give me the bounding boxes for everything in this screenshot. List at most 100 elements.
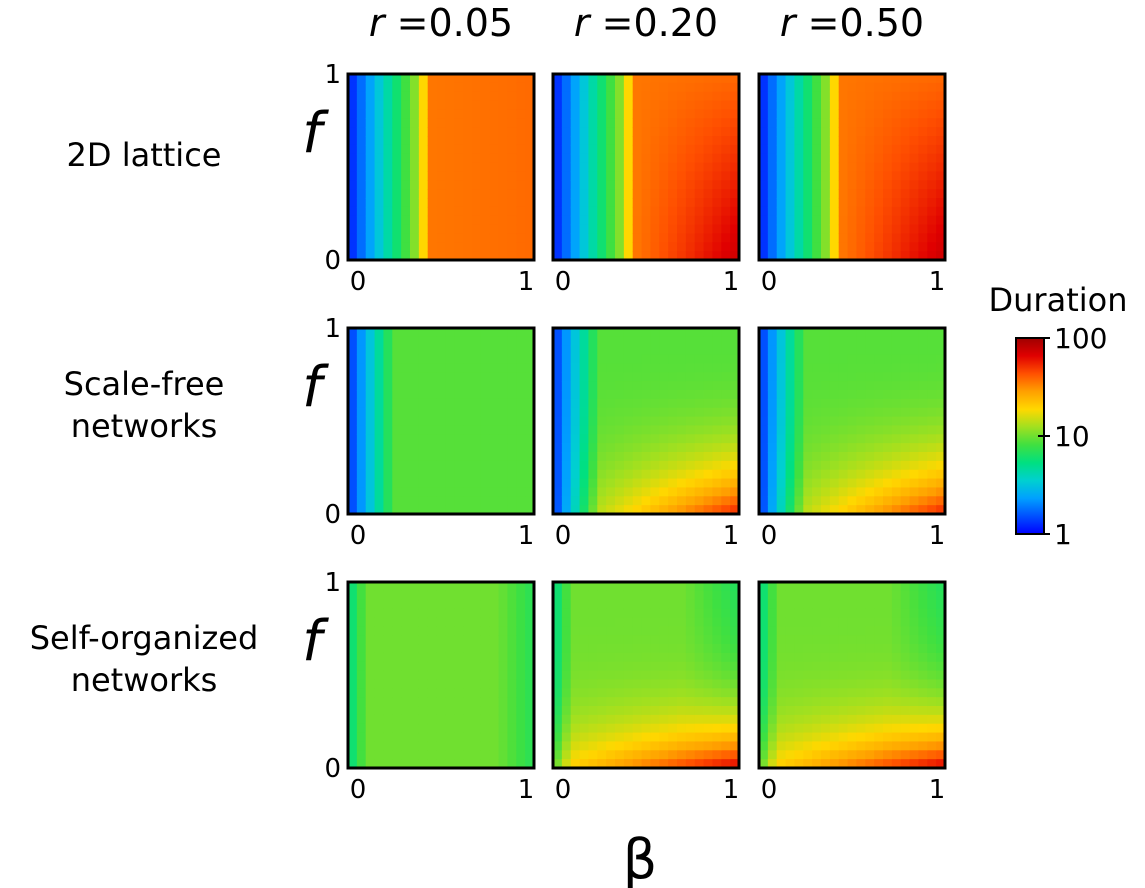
heatmap-cell — [480, 224, 491, 235]
heatmap-cell — [712, 171, 722, 181]
heatmap-cell — [383, 328, 393, 338]
heatmap-cell — [463, 617, 473, 627]
heatmap-cell — [383, 732, 393, 743]
x-tick-label: 1 — [723, 521, 740, 551]
heatmap-cell — [463, 644, 473, 654]
heatmap-cell — [579, 732, 590, 743]
heatmap-cell — [348, 180, 358, 190]
heatmap-cell — [838, 109, 849, 119]
heatmap-cell — [677, 398, 687, 409]
heatmap-cell — [812, 381, 822, 391]
heatmap-cell — [489, 206, 500, 217]
heatmap-cell — [525, 189, 535, 199]
heatmap-cell — [730, 478, 740, 489]
heatmap-cell — [650, 109, 660, 119]
heatmap-cell — [730, 732, 740, 743]
heatmap-cell — [847, 626, 858, 636]
heatmap-cell — [597, 82, 607, 93]
heatmap-cell — [606, 109, 616, 119]
heatmap-cell — [812, 478, 822, 489]
heatmap-cell — [472, 74, 482, 84]
heatmap-cell — [891, 233, 902, 243]
heatmap-cell — [927, 206, 937, 217]
heatmap-cell — [730, 354, 740, 365]
heatmap-cell — [507, 91, 517, 102]
heatmap-cell — [392, 328, 402, 338]
heatmap-cell — [812, 452, 822, 462]
heatmap-cell — [374, 478, 385, 489]
heatmap-cell — [410, 180, 420, 190]
heatmap-cell — [597, 750, 607, 760]
heatmap-cell — [365, 434, 376, 444]
heatmap-cell — [900, 136, 911, 146]
heatmap-cell — [507, 416, 517, 427]
heatmap-cell — [703, 679, 714, 689]
heatmap-cell — [553, 74, 563, 84]
heatmap-cell — [401, 496, 411, 506]
heatmap-cell — [659, 381, 669, 391]
heatmap-cell — [392, 144, 402, 155]
heatmap-cell — [445, 434, 455, 444]
heatmap-cell — [803, 153, 813, 164]
heatmap-cell — [650, 153, 660, 164]
heatmap-cell — [703, 91, 714, 102]
heatmap-cell — [392, 198, 402, 208]
x-tick-label: 1 — [723, 267, 740, 297]
heatmap-cell — [632, 345, 643, 356]
heatmap-cell — [498, 336, 509, 347]
heatmap-cell — [623, 626, 634, 636]
heatmap-cell — [909, 741, 920, 751]
heatmap-cell — [463, 336, 473, 347]
heatmap-cell — [463, 363, 473, 373]
heatmap-cell — [812, 189, 822, 199]
heatmap-cell — [348, 652, 358, 663]
heatmap-cell — [374, 425, 385, 435]
heatmap-cell — [776, 171, 787, 181]
heatmap-cell — [498, 644, 509, 654]
heatmap-cell — [623, 416, 634, 427]
heatmap-cell — [821, 206, 831, 217]
heatmap-cell — [847, 644, 858, 654]
heatmap-cell — [454, 127, 464, 137]
heatmap-cell — [865, 206, 875, 217]
heatmap-cell — [356, 608, 367, 619]
heatmap-cell — [606, 661, 616, 672]
heatmap-cell — [454, 372, 464, 382]
heatmap-cell — [615, 153, 625, 164]
heatmap-cell — [641, 398, 652, 409]
heatmap-cell — [829, 661, 840, 672]
heatmap-cell — [677, 652, 687, 663]
heatmap-cell — [803, 118, 813, 128]
heatmap-cell — [936, 127, 946, 137]
heatmap-cell — [606, 635, 616, 645]
x-tick-label: 0 — [350, 267, 367, 297]
heatmap-cell — [730, 688, 740, 698]
heatmap-cell — [427, 496, 438, 506]
heatmap-cell — [712, 732, 722, 743]
heatmap-cell — [516, 443, 526, 453]
heatmap-cell — [348, 732, 358, 743]
heatmap-cell — [553, 144, 563, 155]
heatmap-cell — [794, 469, 804, 480]
heatmap-cell — [900, 582, 911, 592]
heatmap-cell — [721, 407, 731, 418]
heatmap-cell — [570, 242, 581, 252]
heatmap-cell — [900, 599, 911, 610]
heatmap-cell — [356, 617, 367, 627]
heatmap-cell — [525, 127, 535, 137]
heatmap-cell — [383, 336, 393, 347]
heatmap-cell — [721, 127, 731, 137]
heatmap-cell — [685, 759, 696, 769]
heatmap-cell — [677, 171, 687, 181]
heatmap-cell — [348, 452, 358, 462]
heatmap-cell — [418, 714, 429, 725]
heatmap-cell — [641, 381, 652, 391]
heatmap-cell — [829, 732, 840, 743]
heatmap-cell — [677, 381, 687, 391]
heatmap-cell — [856, 617, 866, 627]
heatmap-cell — [785, 478, 796, 489]
x-tick-label: 0 — [761, 267, 778, 297]
heatmap-cell — [856, 224, 866, 235]
heatmap-cell — [489, 100, 500, 111]
heatmap-cell — [525, 599, 535, 610]
